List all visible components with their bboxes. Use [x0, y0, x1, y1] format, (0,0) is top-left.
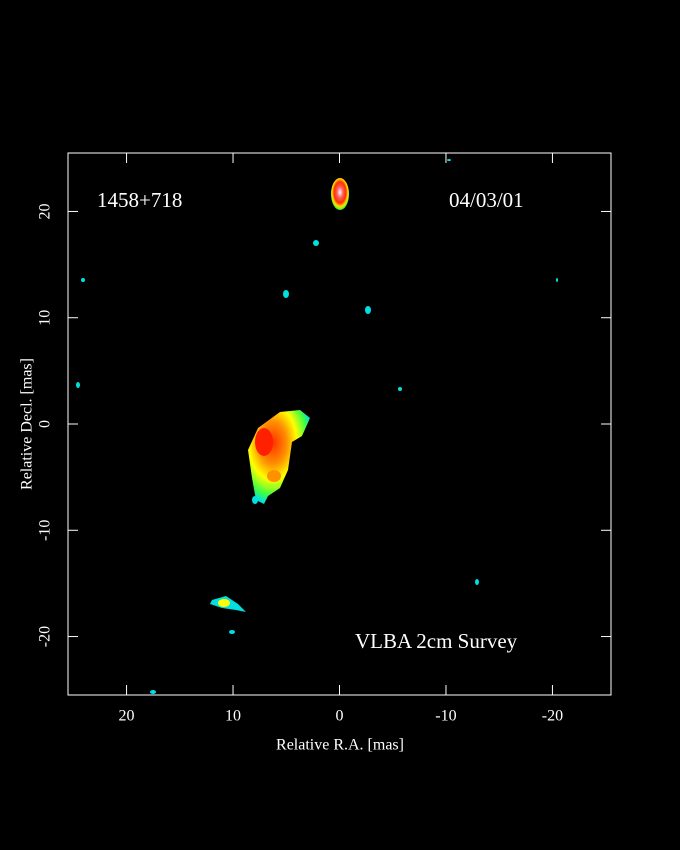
x-tick-label: 0 [336, 708, 344, 725]
axes [68, 153, 611, 695]
y-axis-label: Relative Decl. [mas] [19, 358, 36, 490]
survey-label: VLBA 2cm Survey [355, 629, 518, 653]
x-axis-label: Relative R.A. [mas] [276, 737, 404, 754]
x-tick-label: 10 [225, 708, 241, 725]
y-tick-label: 10 [37, 310, 54, 326]
date-label: 04/03/01 [449, 188, 524, 212]
x-tick-label: -10 [435, 708, 456, 725]
source-label: 1458+718 [97, 188, 182, 212]
x-tick-label: 20 [119, 708, 135, 725]
y-tick-label: 0 [37, 420, 54, 428]
y-tick-label: -20 [37, 626, 54, 647]
x-tick-label: -20 [542, 708, 563, 725]
y-tick-label: -10 [37, 520, 54, 541]
plot-frame [67, 152, 612, 696]
emission [76, 159, 558, 694]
y-tick-label: 20 [37, 203, 54, 219]
